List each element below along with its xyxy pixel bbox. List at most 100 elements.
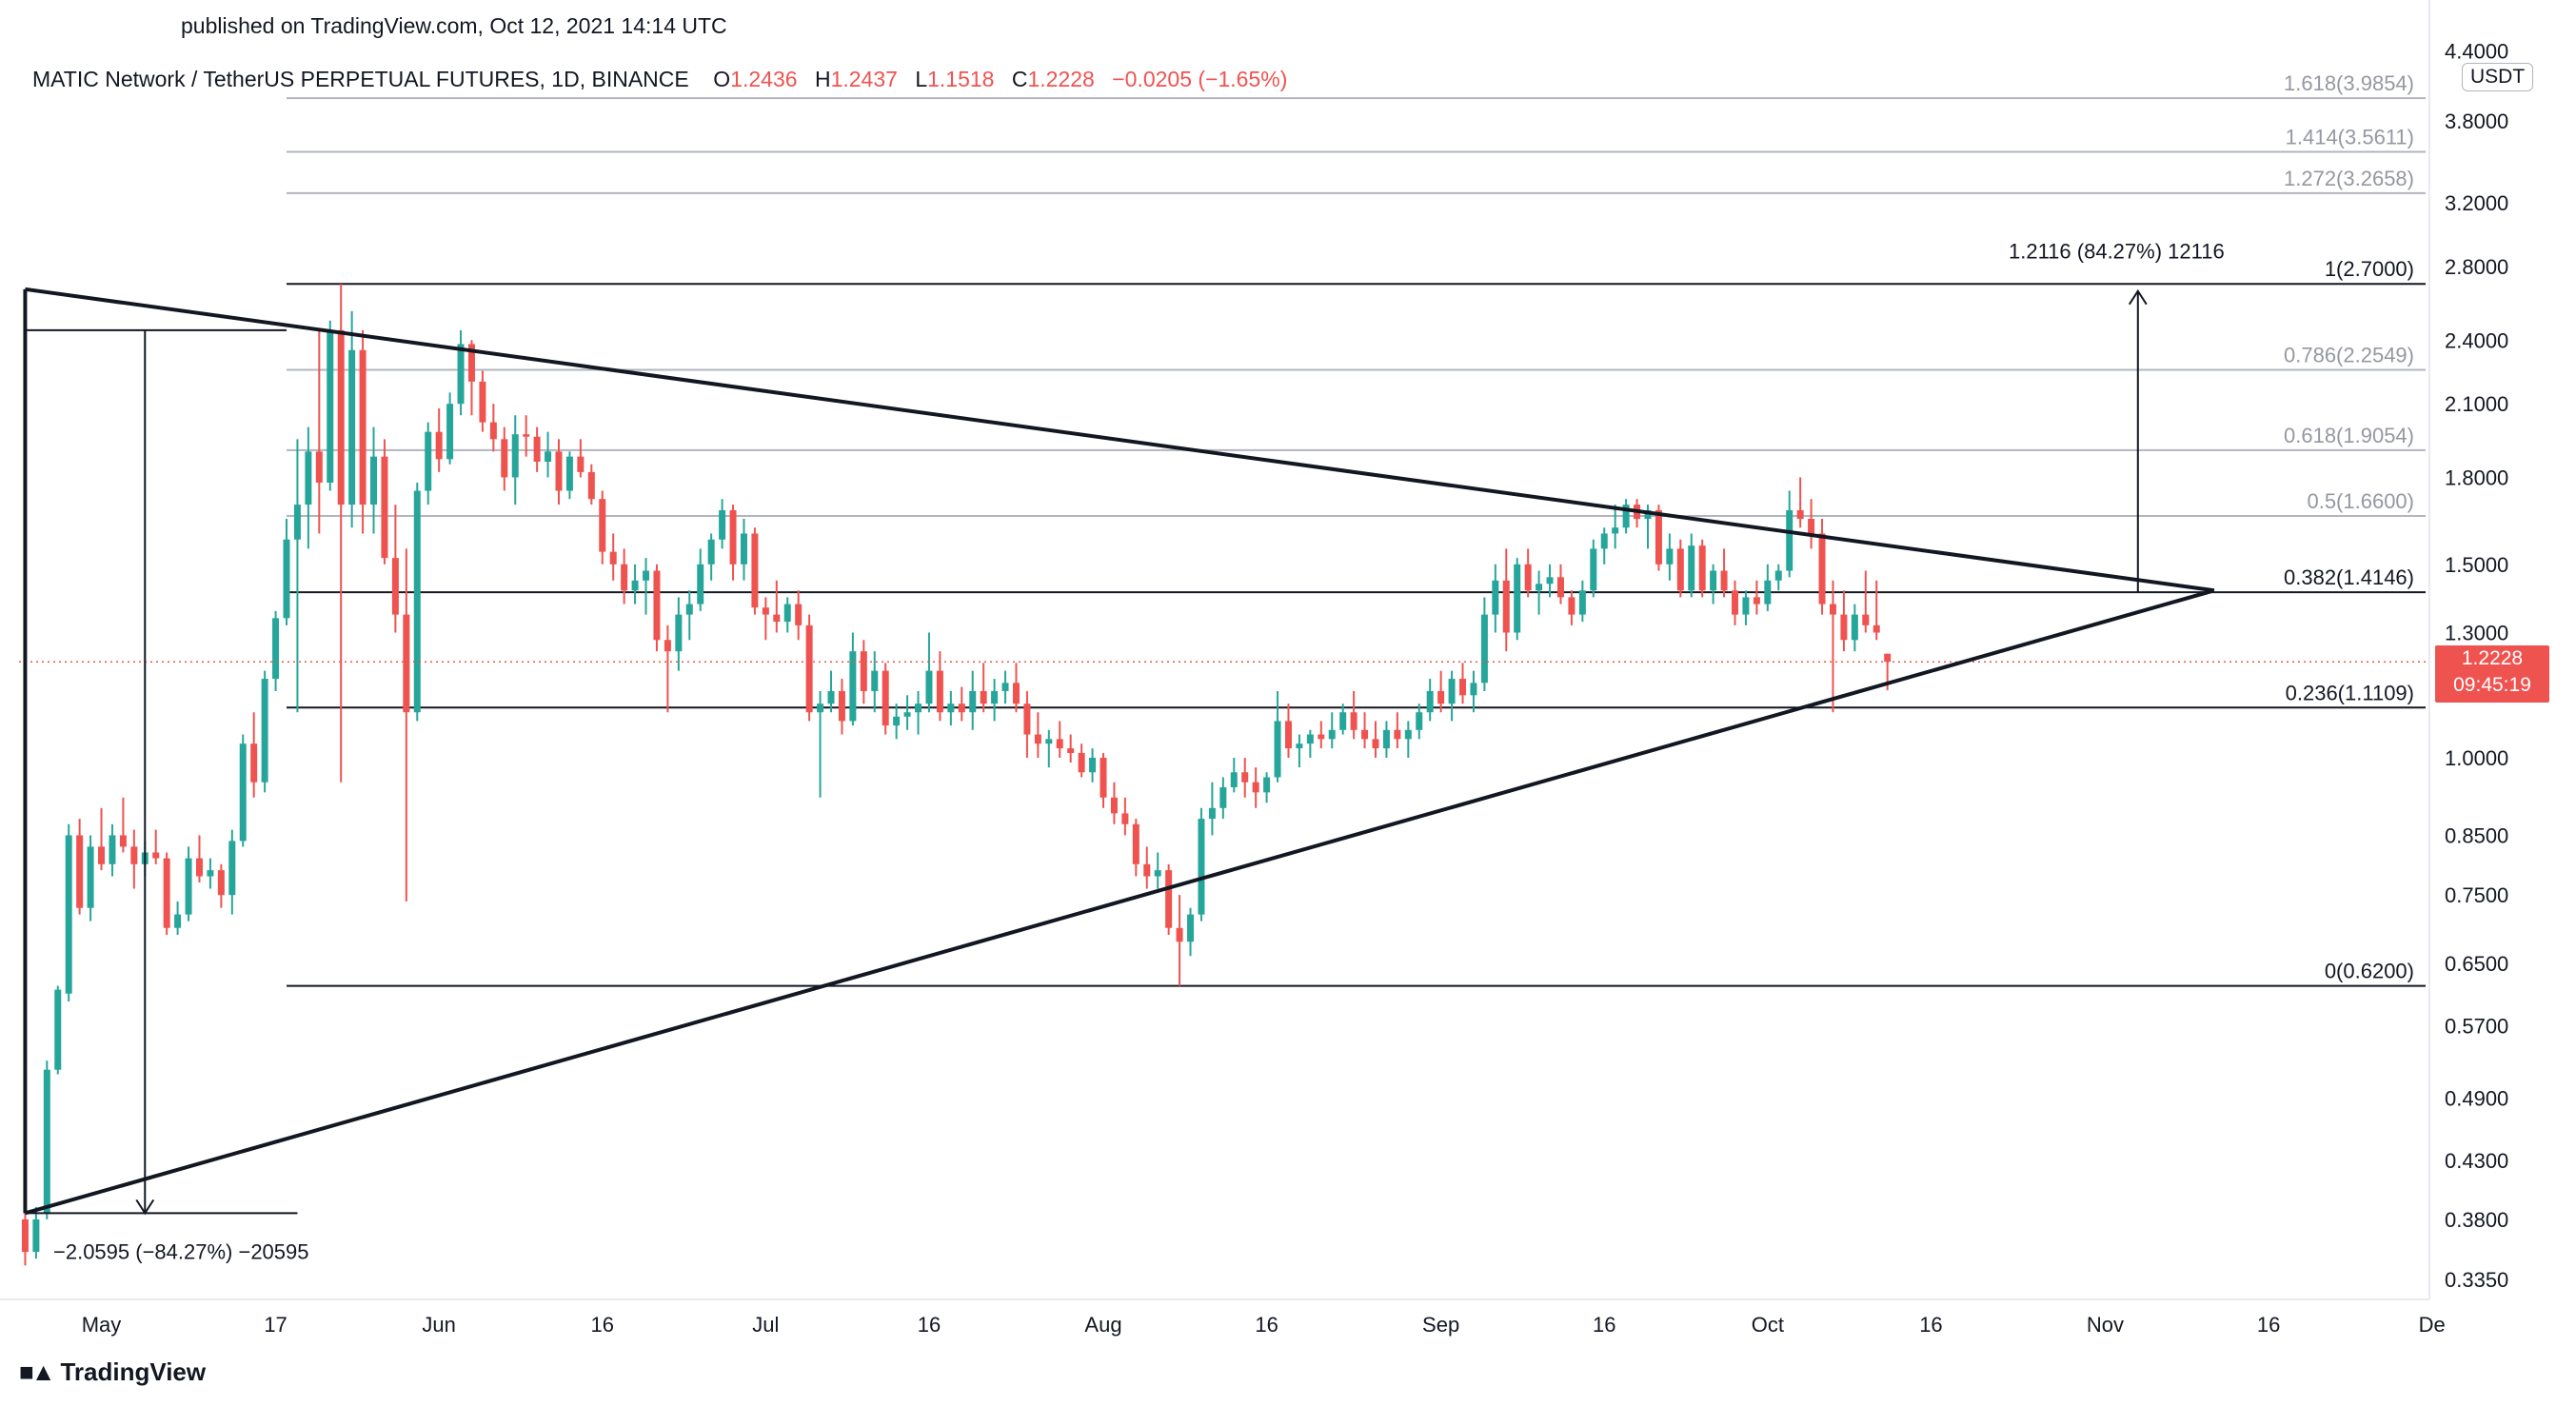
triangle-upper-trendline bbox=[25, 287, 2215, 593]
candle-body bbox=[1492, 580, 1499, 615]
candle-body bbox=[1774, 570, 1782, 581]
candle-body bbox=[403, 614, 410, 713]
time-axis-label: Sep bbox=[1422, 1313, 1459, 1337]
tradingview-logo[interactable]: ■▲ TradingView bbox=[19, 1357, 206, 1387]
open-value: 1.2436 bbox=[730, 67, 798, 91]
candle-body bbox=[195, 858, 203, 877]
candle-body bbox=[740, 533, 747, 565]
candle-body bbox=[479, 381, 486, 423]
tradingview-brand: TradingView bbox=[60, 1357, 207, 1386]
candle-body bbox=[457, 344, 465, 405]
candle-body bbox=[991, 690, 999, 704]
candle-body bbox=[1078, 753, 1085, 773]
candle-body bbox=[109, 835, 116, 864]
current-price-tag: 1.2228 09:45:19 bbox=[2435, 645, 2549, 703]
candle-body bbox=[261, 679, 268, 783]
candle-body bbox=[1524, 564, 1532, 591]
time-axis-label: 16 bbox=[918, 1313, 941, 1337]
candle-body bbox=[54, 989, 62, 1070]
candle-body bbox=[1350, 712, 1357, 730]
candle-body bbox=[1666, 548, 1674, 565]
time-axis-label: Aug bbox=[1084, 1313, 1121, 1337]
candle-body bbox=[523, 434, 530, 437]
candle-body bbox=[631, 580, 639, 591]
candle-body bbox=[903, 712, 911, 717]
candle-body bbox=[925, 670, 933, 704]
time-axis-label: De bbox=[2419, 1313, 2446, 1337]
change-value: −0.0205 (−1.65%) bbox=[1112, 67, 1288, 91]
candle-body bbox=[729, 510, 737, 565]
candle-body bbox=[871, 670, 879, 691]
candle-body bbox=[587, 471, 595, 500]
candle-body bbox=[1416, 712, 1423, 730]
candle-body bbox=[413, 490, 421, 713]
candle-body bbox=[467, 344, 475, 382]
candle-body bbox=[795, 604, 803, 625]
price-axis-label: 0.6500 bbox=[2445, 952, 2508, 976]
candle-body bbox=[936, 670, 943, 713]
price-axis-label: 0.4900 bbox=[2445, 1086, 2508, 1110]
candle-body bbox=[207, 870, 214, 877]
candle-body bbox=[315, 451, 323, 484]
bar-countdown: 09:45:19 bbox=[2453, 674, 2531, 696]
fib-level-label: 1(2.7000) bbox=[2325, 257, 2414, 281]
price-axis-label: 3.8000 bbox=[2445, 109, 2508, 133]
candlestick-series bbox=[21, 284, 1892, 1266]
candle-body bbox=[1514, 564, 1521, 633]
candle-body bbox=[511, 434, 519, 478]
candle-body bbox=[1578, 590, 1586, 615]
candle-body bbox=[1884, 653, 1892, 663]
candle-body bbox=[783, 604, 791, 623]
measure-down-arrowhead bbox=[135, 1199, 155, 1216]
candle-body bbox=[1045, 739, 1053, 744]
candle-body bbox=[76, 835, 84, 908]
candle-body bbox=[293, 505, 301, 540]
fib-level-label: 1.272(3.2658) bbox=[2284, 167, 2414, 190]
candle-body bbox=[1502, 580, 1510, 633]
candle-body bbox=[1372, 739, 1379, 749]
fibonacci-retracement: 1.618(3.9854) 1.414(3.5611) 1.272(3.2658) 1… bbox=[287, 71, 2426, 987]
currency-unit-button[interactable]: USDT bbox=[2462, 63, 2534, 91]
candle-body bbox=[217, 870, 225, 896]
candle-body bbox=[980, 690, 987, 704]
price-axis-label: 2.4000 bbox=[2445, 328, 2508, 352]
candle-body bbox=[1644, 510, 1652, 520]
candle-body bbox=[1067, 748, 1075, 754]
price-axis-label: 1.3000 bbox=[2445, 622, 2508, 645]
candle-body bbox=[1339, 712, 1347, 730]
candle-body bbox=[1786, 510, 1793, 571]
candle-body bbox=[1622, 505, 1630, 528]
candle-body bbox=[1459, 679, 1467, 696]
candle-body bbox=[1851, 614, 1858, 641]
candle-body bbox=[1306, 734, 1314, 744]
candle-body bbox=[1676, 548, 1684, 591]
candle-body bbox=[1404, 729, 1412, 740]
symbol-name: MATIC Network / TetherUS PERPETUAL FUTUR… bbox=[32, 67, 689, 91]
candle-body bbox=[545, 451, 552, 462]
fib-level-label: 0.618(1.9054) bbox=[2284, 424, 2414, 447]
candle-body bbox=[1655, 510, 1662, 565]
fib-level-label: 0.786(2.2549) bbox=[2284, 344, 2414, 367]
candle-body bbox=[1808, 519, 1815, 534]
candle-body bbox=[1328, 729, 1336, 740]
candle-body bbox=[707, 539, 715, 565]
candle-body bbox=[327, 329, 334, 484]
candle-body bbox=[174, 914, 182, 928]
candle-body bbox=[1818, 533, 1826, 604]
candle-body bbox=[653, 570, 661, 641]
fib-level-label: 0.236(1.1109) bbox=[2286, 681, 2414, 704]
time-axis-label: 16 bbox=[1593, 1313, 1615, 1337]
candle-body bbox=[1219, 787, 1227, 808]
candle-body bbox=[827, 690, 835, 704]
candle-body bbox=[1034, 734, 1041, 744]
price-axis-label: 4.4000 bbox=[2445, 39, 2508, 63]
candle-body bbox=[958, 704, 965, 713]
candle-body bbox=[969, 690, 977, 713]
price-axis-label: 3.2000 bbox=[2445, 191, 2508, 215]
candle-body bbox=[1437, 690, 1445, 704]
candle-body bbox=[1284, 721, 1292, 749]
fib-level-label: 1.618(3.9854) bbox=[2284, 71, 2414, 95]
candle-body bbox=[119, 835, 127, 847]
candle-body bbox=[1862, 614, 1870, 625]
